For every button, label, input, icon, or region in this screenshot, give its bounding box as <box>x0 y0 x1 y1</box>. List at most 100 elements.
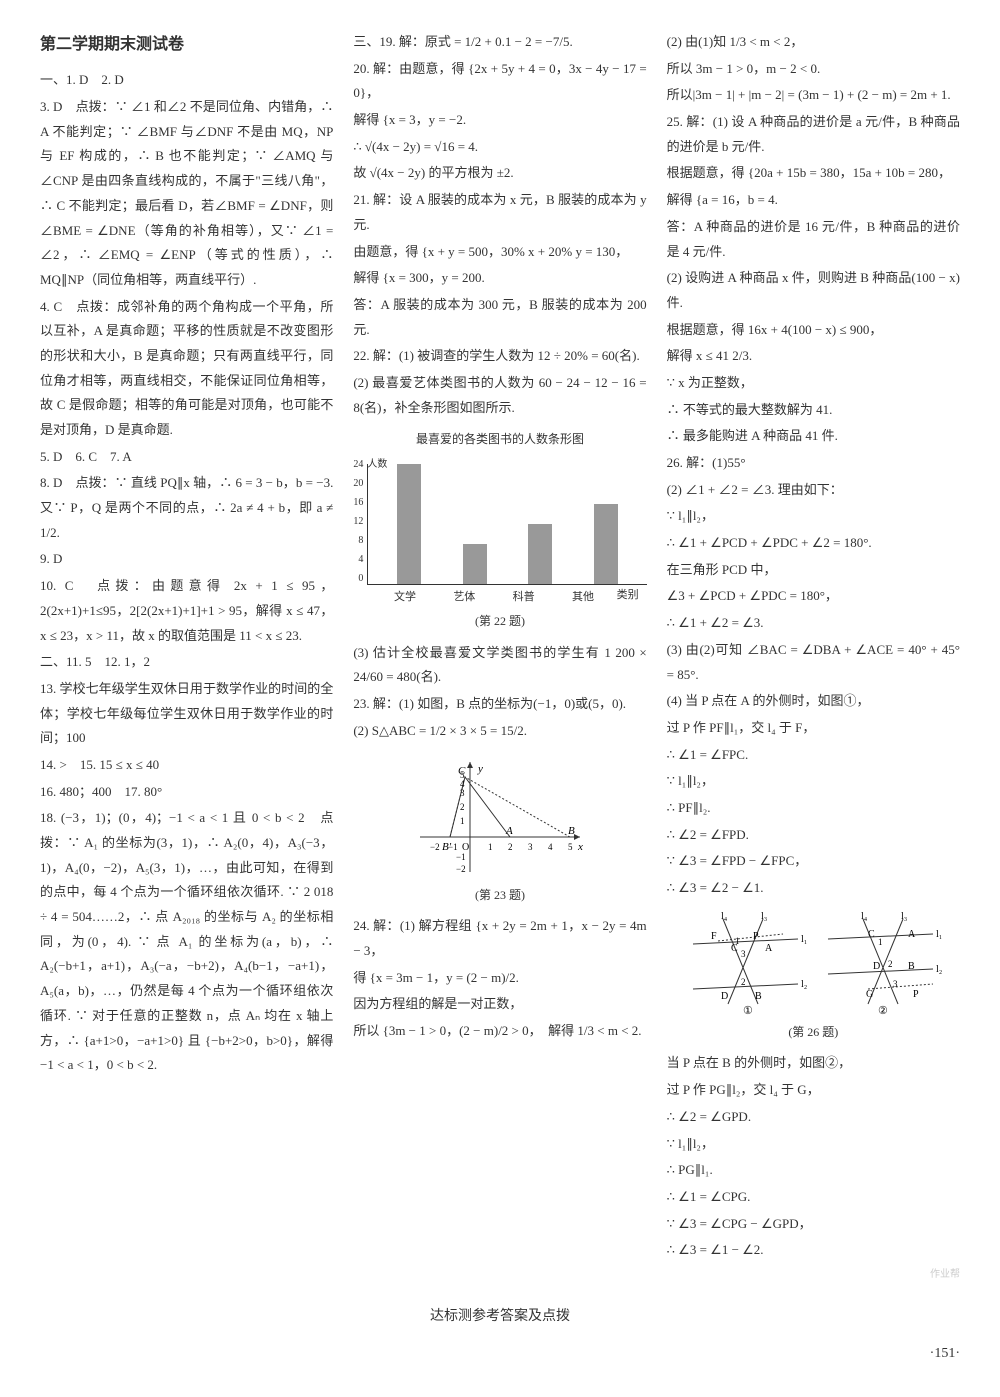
svg-text:3: 3 <box>893 979 898 989</box>
solution-line: 三、19. 解：原式 = 1/2 + 0.1 − 2 = −7/5. <box>353 30 646 55</box>
svg-text:l₃: l₃ <box>901 911 907 922</box>
solution-line: 由题意，得 {x + y = 500，30% x + 20% y = 130， <box>353 240 646 265</box>
solution-line: ∵ l₁∥l₂， <box>667 769 960 794</box>
solution-line: (2) ∠1 + ∠2 = ∠3. 理由如下： <box>667 478 960 503</box>
solution-line: ∴ √(4x − 2y) = √16 = 4. <box>353 135 646 160</box>
solution-line: 答：A 种商品的进价是 16 元/件，B 种商品的进价是 4 元/件. <box>667 215 960 264</box>
svg-text:F: F <box>711 931 717 942</box>
bar-chart: 最喜爱的各类图书的人数条形图 24 20 16 12 8 4 0 人数 <box>353 428 646 632</box>
svg-text:B: B <box>908 961 915 972</box>
chart-title: 最喜爱的各类图书的人数条形图 <box>353 428 646 451</box>
svg-text:2: 2 <box>741 977 746 987</box>
svg-text:x: x <box>577 841 583 853</box>
svg-text:1: 1 <box>488 842 493 852</box>
solution-line: ∴ ∠3 = ∠2 − ∠1. <box>667 876 960 901</box>
svg-text:4: 4 <box>460 779 465 789</box>
svg-text:2: 2 <box>888 959 893 969</box>
solution-line: ∵ l₁∥l₂， <box>667 1132 960 1157</box>
solution-line: (4) 当 P 点在 A 的外侧时，如图①， <box>667 689 960 714</box>
svg-text:l₂: l₂ <box>936 964 942 975</box>
solution-line: 解得 x ≤ 41 2/3. <box>667 344 960 369</box>
svg-text:3: 3 <box>460 788 465 798</box>
bar <box>463 544 487 584</box>
column-2: 三、19. 解：原式 = 1/2 + 0.1 − 2 = −7/5. 20. 解… <box>353 30 646 1284</box>
solution-line: ∵ ∠3 = ∠CPG − ∠GPD， <box>667 1212 960 1237</box>
answer-line: 16. 480；400 17. 80° <box>40 780 333 805</box>
solution-line: 在三角形 PCD 中， <box>667 558 960 583</box>
solution-line: 根据题意，得 16x + 4(100 − x) ≤ 900， <box>667 318 960 343</box>
svg-text:A: A <box>765 943 773 954</box>
svg-text:3: 3 <box>741 949 746 959</box>
solution-line: (2) 最喜爱艺体类图书的人数为 60 − 24 − 12 − 16 = 8(名… <box>353 371 646 420</box>
solution-line: ∴ ∠1 = ∠FPC. <box>667 743 960 768</box>
svg-text:−1: −1 <box>456 852 466 862</box>
bar <box>528 524 552 584</box>
svg-text:D: D <box>721 991 728 1002</box>
figure-23: y x O C B' A B −2−1 12345 12345 −1−2 (第 … <box>353 752 646 907</box>
svg-text:2: 2 <box>508 842 513 852</box>
answer-line: 一、1. D 2. D <box>40 68 333 93</box>
page-number: ·151· <box>40 1341 960 1368</box>
solution-line: 21. 解：设 A 服装的成本为 x 元，B 服装的成本为 y 元. <box>353 188 646 237</box>
x-label: 类别 <box>617 585 639 608</box>
solution-line: 过 P 作 PG∥l₂，交 l₄ 于 G， <box>667 1078 960 1103</box>
svg-text:−2: −2 <box>430 842 440 852</box>
svg-text:A: A <box>908 929 916 940</box>
solution-line: ∴ 不等式的最大整数解为 41. <box>667 398 960 423</box>
solution-line: ∴ ∠2 = ∠GPD. <box>667 1105 960 1130</box>
solution-line: (2) S△ABC = 1/2 × 3 × 5 = 15/2. <box>353 719 646 744</box>
solution-line: (2) 设购进 A 种商品 x 件，则购进 B 种商品(100 − x)件. <box>667 266 960 315</box>
solution-line: 所以 3m − 1 > 0，m − 2 < 0. <box>667 57 960 82</box>
solution-line: ∴ ∠3 = ∠1 − ∠2. <box>667 1238 960 1263</box>
solution-line: 过 P 作 PF∥l₁，交 l₄ 于 F， <box>667 716 960 741</box>
solution-line: 22. 解：(1) 被调查的学生人数为 12 ÷ 20% = 60(名). <box>353 344 646 369</box>
solution-line: 24. 解：(1) 解方程组 {x + 2y = 2m + 1，x − 2y =… <box>353 914 646 963</box>
bar <box>397 464 421 584</box>
solution-line: 解得 {x = 300，y = 200. <box>353 266 646 291</box>
solution-line: 26. 解：(1)55° <box>667 451 960 476</box>
solution-line: 根据题意，得 {20a + 15b = 380，15a + 10b = 280， <box>667 161 960 186</box>
solution-line: 解得 {x = 3，y = −2. <box>353 108 646 133</box>
solution-line: 答：A 服装的成本为 300 元，B 服装的成本为 200 元. <box>353 293 646 342</box>
answer-line: 二、11. 5 12. 1，2 <box>40 650 333 675</box>
figure-26: l₁l₂ l₄l₃ FP CA DB 312 ① l₁l₂ l₄l₃ CA DB… <box>667 909 960 1044</box>
solution-line: 解得 {a = 16，b = 4. <box>667 188 960 213</box>
svg-text:C: C <box>868 929 875 940</box>
svg-text:5: 5 <box>460 770 465 780</box>
svg-text:2: 2 <box>460 802 465 812</box>
answer-block: 3. D 点拨：∵ ∠1 和∠2 不是同位角、内错角，∴ A 不能判定；∵ ∠B… <box>40 95 333 293</box>
answer-block: 13. 学校七年级学生双休日用于数学作业的时间的全体；学校七年级每位学生双休日用… <box>40 677 333 751</box>
svg-text:A: A <box>505 825 513 837</box>
watermark: 作业帮 <box>667 1265 960 1284</box>
svg-text:−2: −2 <box>456 864 466 874</box>
solution-line: (3) 由(2)可知 ∠BAC = ∠DBA + ∠ACE = 40° + 45… <box>667 638 960 687</box>
answer-line: 5. D 6. C 7. A <box>40 445 333 470</box>
solution-line: 得 {x = 3m − 1，y = (2 − m)/2. <box>353 966 646 991</box>
footer-text: 达标测参考答案及点拨 <box>40 1304 960 1331</box>
svg-text:B: B <box>755 991 762 1002</box>
svg-text:l₄: l₄ <box>861 911 868 922</box>
solution-line: 所以|3m − 1| + |m − 2| = (3m − 1) + (2 − m… <box>667 83 960 108</box>
svg-text:l₄: l₄ <box>721 911 728 922</box>
figure-caption: (第 23 题) <box>353 884 646 907</box>
solution-line: 20. 解：由题意，得 {2x + 5y + 4 = 0，3x − 4y − 1… <box>353 57 646 106</box>
svg-text:1: 1 <box>735 936 740 946</box>
solution-line: ∵ l₁∥l₂， <box>667 504 960 529</box>
svg-text:y: y <box>477 763 483 775</box>
x-labels: 文学 艺体 科普 其他 类别 <box>367 585 646 608</box>
solution-line: ∠3 + ∠PCD + ∠PDC = 180°， <box>667 584 960 609</box>
solution-line: 当 P 点在 B 的外侧时，如图②， <box>667 1051 960 1076</box>
svg-text:1: 1 <box>878 937 883 947</box>
solution-line: 25. 解：(1) 设 A 种商品的进价是 a 元/件，B 种商品的进价是 b … <box>667 110 960 159</box>
solution-line: ∴ 最多能购进 A 种商品 41 件. <box>667 424 960 449</box>
answer-line: 9. D <box>40 547 333 572</box>
answer-line: 14. > 15. 15 ≤ x ≤ 40 <box>40 753 333 778</box>
solution-line: (2) 由(1)知 1/3 < m < 2， <box>667 30 960 55</box>
solution-line: ∴ PG∥l₁. <box>667 1158 960 1183</box>
page-title: 第二学期期末测试卷 <box>40 30 333 60</box>
bar <box>594 504 618 584</box>
y-axis: 24 20 16 12 8 4 0 <box>353 455 367 575</box>
svg-text:P: P <box>913 989 919 1000</box>
svg-text:P: P <box>753 931 759 942</box>
solution-line: 故 √(4x − 2y) 的平方根为 ±2. <box>353 161 646 186</box>
